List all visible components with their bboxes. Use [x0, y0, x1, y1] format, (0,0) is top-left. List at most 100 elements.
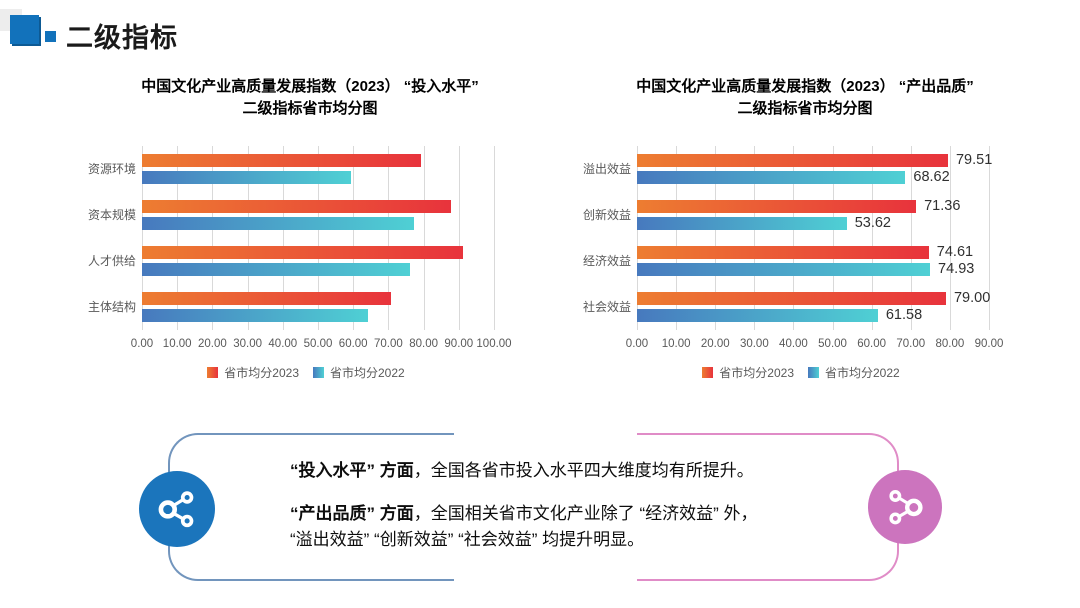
x-tick-label: 40.00 — [268, 338, 298, 350]
gridline — [177, 146, 179, 330]
x-tick-label: 40.00 — [779, 338, 808, 350]
x-tick-label: 70.00 — [374, 338, 403, 350]
share-badge-blue — [139, 471, 215, 547]
share-network-icon — [158, 491, 194, 528]
bar-2022-人才供给 — [142, 263, 410, 276]
category-label: 资本规模 — [87, 208, 136, 222]
gridline — [793, 146, 795, 330]
bar-2023-经济效益 — [637, 246, 929, 259]
legend-label-2023: 省市均分2023 — [719, 366, 794, 380]
gridline — [871, 146, 873, 330]
x-tick-label: 60.00 — [857, 338, 887, 350]
gridline — [910, 146, 912, 330]
x-tick-label: 30.00 — [739, 338, 769, 350]
decor-square-blue — [10, 15, 39, 44]
gridline — [388, 146, 390, 330]
x-tick-label: 60.00 — [338, 338, 368, 350]
bar-value-label: 53.62 — [854, 215, 891, 231]
category-label: 溢出效益 — [582, 162, 631, 176]
legend-swatch-2023 — [207, 367, 219, 378]
x-tick-label: 20.00 — [198, 338, 227, 350]
gridline — [353, 146, 355, 330]
gridline — [949, 146, 951, 330]
x-tick-label: 30.00 — [233, 338, 262, 350]
chart-legend: 省市均分2023 省市均分2022 — [573, 364, 1037, 381]
legend-label-2023: 省市均分2023 — [224, 366, 299, 380]
note-p2-rest: ，全国相关省市文化产业除了 “经济效益” 外， — [413, 504, 758, 523]
legend-swatch-2023 — [702, 367, 714, 378]
legend-label-2022: 省市均分2022 — [825, 366, 900, 380]
gridline — [832, 146, 834, 330]
bar-value-label: 61.58 — [885, 307, 923, 323]
bar-2023-创新效益 — [637, 200, 917, 213]
chart-output-quality: 中国文化产业高质量发展指数（2023） “产出品质” 二级指标省市均分图 0.0… — [573, 76, 1037, 381]
category-label: 社会效益 — [582, 300, 631, 314]
x-tick-label: 80.00 — [935, 338, 965, 350]
bar-2022-资本规模 — [142, 217, 415, 230]
gridline — [142, 146, 143, 330]
note-text: “投入水平” 方面，全国各省市投入水平四大维度均有所提升。 “产出品质” 方面，… — [290, 458, 880, 553]
bar-value-label: 74.61 — [936, 244, 974, 260]
bar-2022-经济效益 — [637, 263, 931, 276]
bar-2023-社会效益 — [637, 292, 946, 305]
legend-swatch-2022 — [313, 367, 324, 378]
bar-2023-人才供给 — [142, 246, 464, 259]
bar-2023-溢出效益 — [637, 154, 948, 167]
x-tick-label: 20.00 — [700, 338, 730, 350]
x-tick-label: 0.00 — [130, 338, 154, 350]
gridline — [754, 146, 756, 330]
bar-2023-资本规模 — [142, 200, 452, 213]
gridline — [715, 146, 717, 330]
category-label: 经济效益 — [582, 254, 631, 268]
chart-input-level: 中国文化产业高质量发展指数（2023） “投入水平” 二级指标省市均分图 0.0… — [78, 76, 542, 381]
x-tick-label: 80.00 — [409, 338, 438, 350]
note-p1-rest: ，全国各省市投入水平四大维度均有所提升。 — [413, 461, 754, 480]
decor-square-small — [45, 31, 56, 42]
bar-value-label: 74.93 — [938, 261, 975, 277]
category-label: 资源环境 — [87, 162, 136, 176]
bar-value-label: 71.36 — [924, 198, 961, 214]
x-tick-label: 10.00 — [661, 338, 691, 350]
note-paragraph-1: “投入水平” 方面，全国各省市投入水平四大维度均有所提升。 — [290, 458, 880, 484]
x-tick-label: 50.00 — [303, 338, 333, 350]
category-label: 主体结构 — [87, 300, 136, 314]
gridline — [458, 146, 460, 330]
bar-2022-创新效益 — [637, 217, 847, 230]
x-tick-label: 50.00 — [818, 338, 847, 350]
chart-legend: 省市均分2023 省市均分2022 — [78, 364, 542, 381]
bar-2022-社会效益 — [637, 309, 878, 322]
gridline — [989, 146, 990, 330]
gridline — [494, 146, 495, 330]
gridline — [637, 146, 638, 330]
page-title: 二级指标 — [66, 23, 178, 53]
gridline — [423, 146, 425, 330]
bar-2022-溢出效益 — [637, 171, 906, 184]
share-network-icon — [889, 490, 923, 525]
bar-2023-主体结构 — [142, 292, 392, 305]
gridline — [247, 146, 249, 330]
bar-value-label: 79.00 — [953, 290, 991, 306]
x-tick-label: 70.00 — [896, 338, 926, 350]
category-label: 创新效益 — [582, 208, 631, 222]
gridline — [676, 146, 678, 330]
bar-value-label: 79.51 — [955, 152, 993, 168]
category-label: 人才供给 — [87, 254, 136, 268]
bar-2022-资源环境 — [142, 171, 352, 184]
x-tick-label: 0.00 — [625, 338, 649, 350]
chart-title-line1: 中国文化产业高质量发展指数（2023） “投入水平” — [141, 78, 479, 95]
note-p2-bold: “产出品质” 方面 — [290, 504, 414, 523]
gridline — [212, 146, 214, 330]
note-p1-bold: “投入水平” 方面 — [290, 461, 414, 480]
x-tick-label: 90.00 — [444, 338, 474, 350]
x-tick-label: 90.00 — [974, 338, 1004, 350]
plot-area: 0.00 10.00 20.00 30.00 40.00 50.00 60.00 70.00 8… — [583, 146, 1003, 350]
share-badge-pink — [868, 470, 942, 544]
chart-title-line1: 中国文化产业高质量发展指数（2023） “产出品质” — [636, 78, 974, 95]
x-tick-label: 100.00 — [476, 338, 512, 350]
slide-header: 二级指标 — [0, 0, 1080, 60]
x-tick-label: 10.00 — [162, 338, 192, 350]
bar-2022-主体结构 — [142, 309, 369, 322]
note-paragraph-2: “产出品质” 方面，全国相关省市文化产业除了 “经济效益” 外， “溢出效益” … — [290, 501, 880, 553]
legend-label-2022: 省市均分2022 — [330, 366, 405, 380]
plot-area-wrap: 0.00 10.00 20.00 30.00 40.00 50.00 60.00 70.00 8… — [573, 146, 1037, 358]
